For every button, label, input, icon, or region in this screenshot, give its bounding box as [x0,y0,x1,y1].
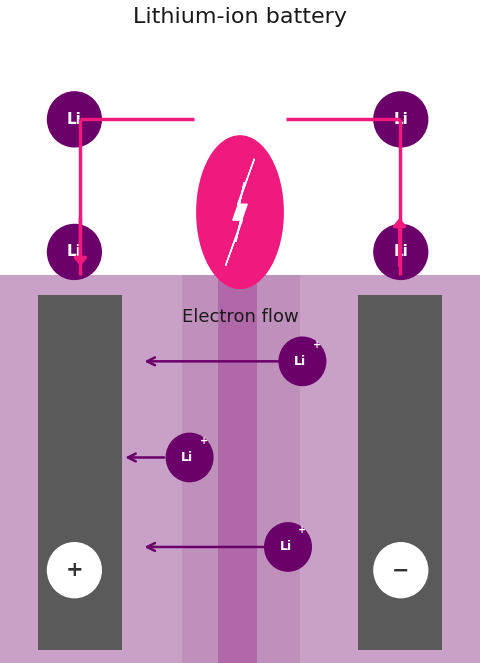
Ellipse shape [373,223,428,280]
Ellipse shape [278,336,326,386]
Bar [218,275,262,663]
Ellipse shape [47,542,102,598]
Ellipse shape [47,223,102,280]
Text: Lithium-ion battery: Lithium-ion battery [133,7,347,27]
Ellipse shape [373,91,428,148]
Ellipse shape [197,136,283,288]
Text: −: − [392,560,409,580]
Text: +: + [299,525,306,536]
Polygon shape [226,158,254,265]
Text: +: + [200,436,208,446]
Bar [358,295,442,650]
Bar [38,295,122,650]
Bar [182,275,226,663]
Polygon shape [236,182,244,242]
Ellipse shape [373,542,428,598]
Ellipse shape [47,91,102,148]
Text: +: + [66,560,83,580]
Text: +: + [313,339,321,350]
Text: Li: Li [279,540,292,554]
Text: Li: Li [394,245,408,259]
Text: Li: Li [394,112,408,127]
Ellipse shape [264,522,312,572]
Ellipse shape [166,432,214,483]
Text: Electron flow: Electron flow [181,308,299,326]
Bar [0,275,480,663]
Text: Li: Li [67,112,82,127]
Text: Li: Li [294,355,306,368]
Text: Li: Li [67,245,82,259]
Bar [257,275,300,663]
Text: Li: Li [181,451,193,464]
